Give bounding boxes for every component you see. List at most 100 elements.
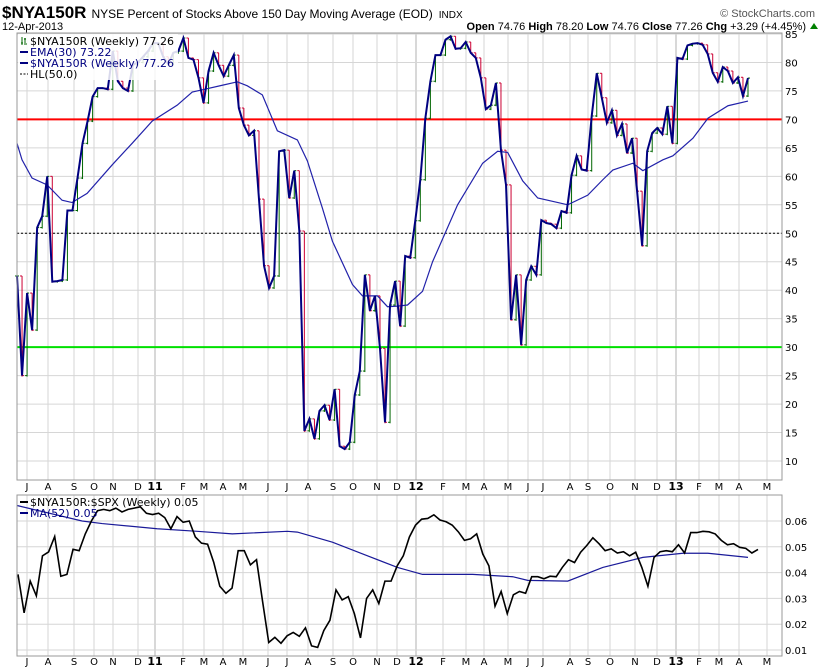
month-label-top: A: [45, 482, 52, 493]
month-label-bottom: O: [606, 657, 614, 668]
month-label-top: S: [71, 482, 77, 493]
month-label-bottom: J: [285, 657, 289, 668]
month-label-bottom: M: [200, 657, 209, 668]
month-label-bottom: F: [180, 657, 186, 668]
y-tick-label: 15: [785, 429, 798, 440]
month-label-top: O: [90, 482, 98, 493]
month-label-bottom: J: [25, 657, 29, 668]
month-label-top: O: [349, 482, 357, 493]
y-tick-label: 75: [785, 87, 798, 98]
month-label-top: N: [109, 482, 116, 493]
y-tick-label: 45: [785, 258, 798, 269]
month-label-bottom: O: [349, 657, 357, 668]
month-label-top: N: [631, 482, 638, 493]
month-label-top: 12: [408, 480, 423, 493]
close-label: Close: [642, 21, 672, 33]
month-label-top: J: [541, 482, 545, 493]
lower-y-tick-label: 0.05: [785, 543, 807, 554]
month-label-bottom: S: [71, 657, 77, 668]
chart-title-line: $NYA150R NYSE Percent of Stocks Above 150…: [2, 3, 463, 22]
y-tick-label: 80: [785, 58, 798, 69]
lower-y-tick-label: 0.04: [785, 569, 807, 580]
month-label-bottom: M: [462, 657, 471, 668]
lower-legend: $NYA150R:$SPX (Weekly) 0.05 MA(52) 0.05: [20, 496, 199, 520]
y-tick-label: 10: [785, 457, 798, 468]
month-label-top: M: [200, 482, 209, 493]
month-label-top: A: [567, 482, 574, 493]
month-label-bottom: S: [585, 657, 591, 668]
month-label-top: M: [763, 482, 772, 493]
month-label-top: 13: [668, 480, 683, 493]
open-value: 74.76: [498, 21, 526, 33]
lower-panel-frame: [16, 494, 783, 657]
legend-background: [18, 34, 178, 80]
month-label-top: A: [736, 482, 743, 493]
symbol-title: $NYA150R: [2, 3, 86, 22]
ratio-swatch-icon: [20, 501, 28, 503]
month-label-bottom: F: [696, 657, 702, 668]
month-label-bottom: J: [526, 657, 530, 668]
month-label-top: J: [526, 482, 530, 493]
month-label-top: M: [504, 482, 513, 493]
month-label-top: D: [134, 482, 142, 493]
month-label-top: M: [239, 482, 248, 493]
month-label-top: J: [25, 482, 29, 493]
lower-panel-marks: [16, 504, 759, 649]
month-label-bottom: S: [330, 657, 336, 668]
main-panel-frame: [16, 32, 783, 481]
month-label-top: M: [462, 482, 471, 493]
month-label-top: M: [715, 482, 724, 493]
line-swatch-icon: [20, 62, 28, 64]
y-tick-label: 40: [785, 286, 798, 297]
month-label-bottom: M: [715, 657, 724, 668]
month-label-top: J: [266, 482, 270, 493]
month-label-top: F: [696, 482, 702, 493]
month-label-bottom: M: [763, 657, 772, 668]
month-label-bottom: A: [736, 657, 743, 668]
stockcharts-logo[interactable]: © StockCharts.com: [720, 8, 815, 20]
month-label-bottom: N: [373, 657, 380, 668]
ohlc-bars-icon: [21, 37, 27, 45]
month-label-top: A: [481, 482, 488, 493]
y-tick-label: 30: [785, 343, 798, 354]
main-panel-grid: 85 80 75 70 65 60 55 50 45 40 35 30 25 20 15 10: [17, 30, 798, 480]
month-label-bottom: 12: [408, 655, 423, 668]
month-label-bottom: A: [481, 657, 488, 668]
ohlc-readout: Open 74.76 High 78.20 Low 74.76 Close 77…: [467, 21, 806, 33]
main-panel-marks: [15, 34, 782, 451]
month-label-bottom: N: [109, 657, 116, 668]
month-label-top: S: [330, 482, 336, 493]
legend-line: $NYA150R (Weekly) 77.26: [30, 57, 174, 70]
month-label-top: F: [180, 482, 186, 493]
month-label-bottom: 11: [147, 655, 162, 668]
low-label: Low: [586, 21, 608, 33]
close-line: [16, 34, 749, 451]
month-label-bottom: M: [239, 657, 248, 668]
y-tick-label: 60: [785, 172, 798, 183]
month-label-bottom: D: [653, 657, 661, 668]
exchange-label: INDX: [439, 10, 463, 21]
y-tick-label: 55: [785, 201, 798, 212]
y-tick-label: 20: [785, 400, 798, 411]
legend-ema: EMA(30) 73.22: [30, 46, 112, 59]
month-label-top: F: [440, 482, 446, 493]
month-label-bottom: M: [504, 657, 513, 668]
lower-y-tick-label: 0.02: [785, 620, 807, 631]
ema30-line: [16, 81, 749, 308]
legend-ratio: $NYA150R:$SPX (Weekly) 0.05: [30, 496, 199, 509]
ma52-line: [16, 504, 749, 582]
chg-value: +3.29 (+4.45%): [730, 21, 806, 33]
y-tick-label: 25: [785, 372, 798, 383]
open-label: Open: [467, 21, 495, 33]
month-label-top: A: [305, 482, 312, 493]
month-label-bottom: D: [134, 657, 142, 668]
low-value: 74.76: [611, 21, 639, 33]
lower-panel-grid: 0.06 0.05 0.04 0.03 0.02 0.01: [17, 495, 807, 657]
month-label-bottom: D: [393, 657, 401, 668]
y-tick-label: 35: [785, 315, 798, 326]
month-label-bottom: J: [541, 657, 545, 668]
month-label-bottom: A: [305, 657, 312, 668]
main-legend: $NYA150R (Weekly) 77.26 EMA(30) 73.22 $N…: [18, 34, 178, 81]
month-label-bottom: 13: [668, 655, 683, 668]
